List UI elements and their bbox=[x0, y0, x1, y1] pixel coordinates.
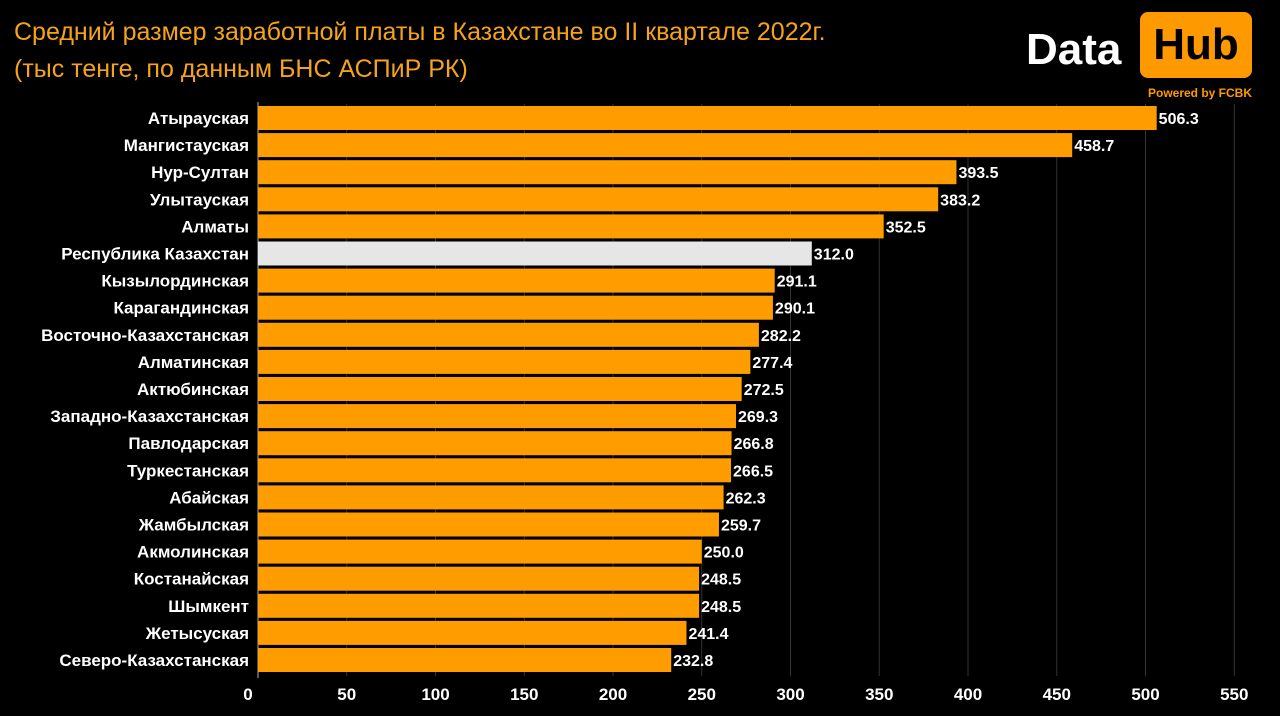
category-label-4: Алматы bbox=[181, 217, 249, 236]
category-label-20: Северо-Казахстанская bbox=[59, 651, 249, 670]
bar-18 bbox=[258, 593, 700, 618]
bar-4 bbox=[258, 214, 884, 239]
value-label-1: 458.7 bbox=[1074, 138, 1114, 155]
x-tick-label-2: 100 bbox=[421, 685, 449, 704]
bar-17 bbox=[258, 566, 700, 591]
x-tick-label-6: 300 bbox=[776, 685, 804, 704]
category-label-17: Костанайская bbox=[134, 570, 249, 589]
category-label-6: Кызылординская bbox=[101, 272, 249, 291]
value-label-10: 272.5 bbox=[744, 382, 784, 399]
x-tick-label-7: 350 bbox=[865, 685, 893, 704]
bar-3 bbox=[258, 187, 939, 212]
bar-7 bbox=[258, 295, 773, 320]
value-label-0: 506.3 bbox=[1159, 111, 1199, 128]
x-tick-label-4: 200 bbox=[599, 685, 627, 704]
x-tick-label-11: 550 bbox=[1220, 685, 1248, 704]
value-label-15: 259.7 bbox=[721, 518, 761, 535]
category-label-0: Атырауская bbox=[148, 109, 249, 128]
value-label-17: 248.5 bbox=[701, 572, 741, 589]
bar-14 bbox=[258, 485, 724, 510]
category-label-1: Мангистауская bbox=[124, 136, 249, 155]
bar-0 bbox=[258, 106, 1157, 130]
x-tick-label-3: 150 bbox=[510, 685, 538, 704]
datahub-logo: Data Hub Powered by FCBK bbox=[1026, 12, 1254, 104]
value-label-8: 282.2 bbox=[761, 328, 801, 345]
bar-5 bbox=[258, 241, 812, 266]
value-label-20: 232.8 bbox=[673, 653, 713, 670]
x-tick-label-8: 400 bbox=[954, 685, 982, 704]
bar-8 bbox=[258, 322, 759, 347]
category-label-18: Шымкент bbox=[168, 597, 249, 616]
value-label-9: 277.4 bbox=[752, 355, 792, 372]
bar-1 bbox=[258, 133, 1073, 158]
value-label-19: 241.4 bbox=[688, 626, 728, 643]
value-label-4: 352.5 bbox=[886, 219, 926, 236]
value-label-3: 383.2 bbox=[940, 192, 980, 209]
bar-2 bbox=[258, 160, 957, 185]
title-line-2: (тыс тенге, по данным БНС АСПиР РК) bbox=[14, 55, 468, 83]
bar-12 bbox=[258, 431, 732, 456]
x-tick-label-1: 50 bbox=[337, 685, 356, 704]
category-label-15: Жамбылская bbox=[138, 516, 249, 535]
category-label-2: Нур-Султан bbox=[151, 163, 249, 182]
category-label-16: Акмолинская bbox=[137, 543, 249, 562]
bar-19 bbox=[258, 620, 687, 645]
category-label-9: Алматинская bbox=[138, 353, 249, 372]
category-label-11: Западно-Казахстанская bbox=[50, 407, 249, 426]
bar-20 bbox=[258, 648, 672, 672]
category-label-14: Абайская bbox=[169, 488, 249, 507]
category-label-10: Актюбинская bbox=[137, 380, 249, 399]
bar-6 bbox=[258, 268, 775, 293]
logo-word-data: Data bbox=[1026, 25, 1122, 74]
bar-10 bbox=[258, 377, 742, 401]
logo-powered-by: Powered by FCBK bbox=[1147, 86, 1252, 100]
category-label-12: Павлодарская bbox=[128, 434, 249, 453]
value-label-13: 266.5 bbox=[733, 463, 773, 480]
chart-title: Средний размер заработной платы в Казахс… bbox=[14, 14, 826, 88]
category-label-5: Республика Казахстан bbox=[61, 245, 249, 264]
category-label-13: Туркестанская bbox=[127, 461, 249, 480]
x-tick-label-10: 500 bbox=[1131, 685, 1159, 704]
x-tick-label-0: 0 bbox=[243, 685, 252, 704]
bar-16 bbox=[258, 539, 702, 564]
value-label-7: 290.1 bbox=[775, 301, 815, 318]
value-label-18: 248.5 bbox=[701, 599, 741, 616]
value-label-2: 393.5 bbox=[958, 165, 998, 182]
value-label-12: 266.8 bbox=[734, 436, 774, 453]
bar-15 bbox=[258, 512, 719, 537]
value-label-5: 312.0 bbox=[814, 247, 854, 264]
category-label-7: Карагандинская bbox=[113, 299, 249, 318]
value-label-16: 250.0 bbox=[704, 545, 744, 562]
value-label-11: 269.3 bbox=[738, 409, 778, 426]
x-tick-label-9: 450 bbox=[1043, 685, 1071, 704]
value-label-6: 291.1 bbox=[777, 274, 817, 291]
bar-13 bbox=[258, 458, 732, 483]
category-label-3: Улытауская bbox=[150, 190, 249, 209]
title-line-1: Средний размер заработной платы в Казахс… bbox=[14, 18, 826, 46]
x-tick-label-5: 250 bbox=[688, 685, 716, 704]
value-label-14: 262.3 bbox=[726, 490, 766, 507]
bar-9 bbox=[258, 349, 751, 374]
logo-word-hub: Hub bbox=[1140, 12, 1252, 78]
category-label-8: Восточно-Казахстанская bbox=[41, 326, 249, 345]
category-label-19: Жетысуская bbox=[145, 624, 249, 643]
bar-11 bbox=[258, 404, 737, 429]
